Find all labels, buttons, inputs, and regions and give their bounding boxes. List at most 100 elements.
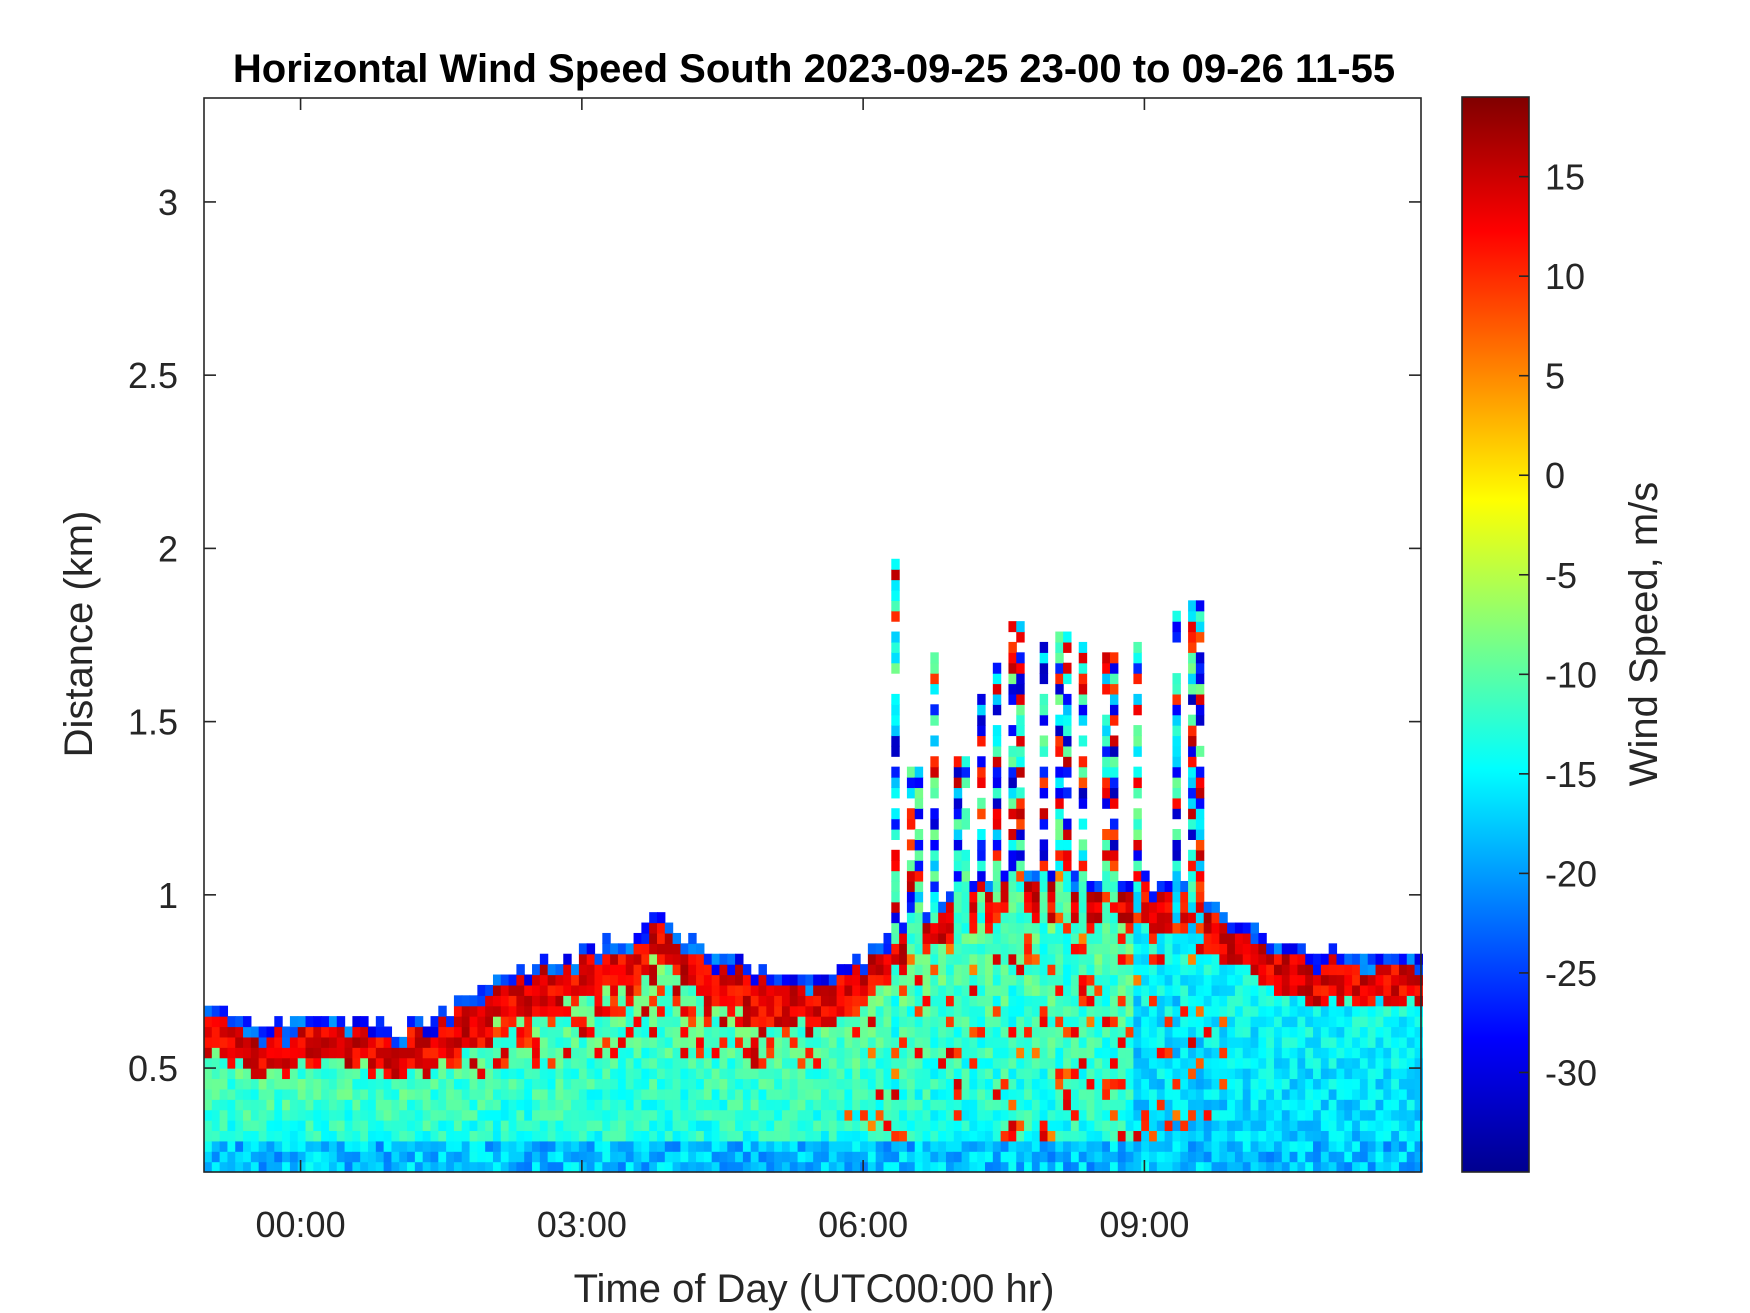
heatmap-cell [891,1026,900,1038]
heatmap-cell [680,1130,689,1142]
heatmap-cell [906,953,916,965]
heatmap-cell [1258,1026,1267,1038]
heatmap-cell [1375,1005,1384,1017]
heatmap-cell [992,1068,1002,1080]
heatmap-cell [578,1151,588,1163]
heatmap-cell [1078,735,1088,747]
x-axis-label: Time of Day (UTC00:00 hr) [574,1267,1055,1311]
heatmap-cell [703,964,713,976]
heatmap-cell [696,1068,705,1080]
heatmap-cell [1227,1130,1236,1142]
heatmap-cell [1352,1151,1361,1163]
heatmap-cell [1156,1140,1166,1152]
heatmap-cell [555,984,564,996]
heatmap-cell [1234,995,1244,1007]
heatmap-cell [1250,1088,1259,1100]
heatmap-cell [1078,777,1088,789]
heatmap-cell [906,808,916,820]
heatmap-cell [1375,964,1384,976]
heatmap-cell [610,1068,619,1080]
heatmap-cell [282,1099,291,1111]
heatmap-cell [867,1130,877,1142]
heatmap-cell [383,1130,393,1142]
heatmap-cell [922,1005,931,1017]
heatmap-cell [906,932,916,944]
heatmap-cell [1141,984,1150,996]
heatmap-cell [711,1047,721,1059]
heatmap-cell [235,1078,244,1090]
heatmap-cell [555,1109,564,1121]
heatmap-cell [321,1016,330,1028]
heatmap-cell [1227,1016,1236,1028]
heatmap-cell [344,1140,353,1152]
heatmap-cell [297,1140,307,1152]
heatmap-cell [774,1140,783,1152]
heatmap-cell [1352,1130,1361,1142]
heatmap-cell [696,943,705,955]
heatmap-cell [977,1057,986,1069]
heatmap-cell [1063,631,1072,643]
heatmap-cell [922,1078,931,1090]
heatmap-cell [977,891,986,903]
heatmap-cell [1289,1005,1299,1017]
heatmap-cell [578,1161,588,1173]
heatmap-cell [594,984,603,996]
heatmap-cell [360,1078,369,1090]
heatmap-cell [696,1026,705,1038]
heatmap-cell [1383,1016,1392,1028]
y-tick-label: 1 [158,875,178,916]
heatmap-cell [469,1016,478,1028]
heatmap-cell [586,1016,596,1028]
heatmap-cell [742,1016,752,1028]
heatmap-cell [1039,1078,1049,1090]
heatmap-cell [1328,1036,1338,1048]
heatmap-cell [477,1078,486,1090]
heatmap-cell [1086,1151,1095,1163]
heatmap-cell [1039,880,1049,892]
heatmap-cell [578,1005,588,1017]
heatmap-cell [750,1099,760,1111]
heatmap-cell [1086,1036,1095,1048]
heatmap-cell [758,974,767,986]
heatmap-cell [774,1036,783,1048]
heatmap-cell [969,984,978,996]
heatmap-cell [1156,1161,1166,1173]
heatmap-cell [891,1130,900,1142]
heatmap-cell [532,974,541,986]
heatmap-cell [1289,1078,1299,1090]
heatmap-cell [1149,922,1158,934]
heatmap-cell [860,1057,869,1069]
heatmap-cell [1117,1130,1127,1142]
heatmap-cell [1195,797,1205,809]
heatmap-cell [844,1078,853,1090]
heatmap-cell [1406,1109,1416,1121]
heatmap-cell [1063,839,1072,851]
heatmap-cell [414,1047,424,1059]
heatmap-cell [961,766,970,778]
heatmap-cell [524,1078,533,1090]
heatmap-cell [781,1161,791,1173]
heatmap-cell [1195,621,1205,633]
heatmap-cell [945,995,955,1007]
heatmap-cell [1273,1151,1283,1163]
heatmap-cell [680,943,689,955]
heatmap-cell [805,1099,814,1111]
heatmap-cell [766,1016,775,1028]
heatmap-cell [555,1099,564,1111]
heatmap-cell [633,1130,642,1142]
heatmap-cell [766,1057,775,1069]
heatmap-cell [508,1068,518,1080]
heatmap-cell [1289,943,1299,955]
heatmap-cell [977,766,986,778]
heatmap-cell [539,1026,549,1038]
heatmap-cell [1406,1057,1416,1069]
heatmap-cell [1344,1057,1353,1069]
heatmap-cell [1024,1109,1033,1121]
heatmap-cell [1000,1057,1010,1069]
heatmap-cell [1047,1099,1056,1111]
heatmap-cell [1086,1099,1095,1111]
heatmap-cell [1055,693,1064,705]
heatmap-cell [1055,995,1064,1007]
heatmap-cell [1297,1078,1306,1090]
heatmap-cell [1039,704,1049,716]
